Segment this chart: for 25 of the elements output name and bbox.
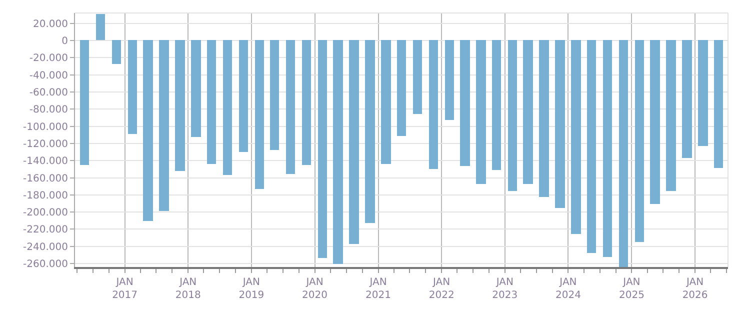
y-tick-label: -40.000 bbox=[29, 70, 68, 82]
x-tick-label: JAN 2022 bbox=[428, 277, 454, 301]
y-tick-label: -100.000 bbox=[23, 122, 68, 133]
y-tick-label: -160.000 bbox=[23, 173, 68, 184]
x-tick-label: JAN 2025 bbox=[618, 277, 644, 301]
x-tick-label: JAN 2021 bbox=[366, 277, 391, 301]
y-tick-label: -200.000 bbox=[23, 208, 68, 219]
y-tick-label: -140.000 bbox=[23, 156, 68, 168]
y-tick-label: -20.000 bbox=[29, 53, 68, 64]
y-tick-label: -260.000 bbox=[23, 259, 68, 270]
x-tick-label: JAN 2023 bbox=[492, 277, 518, 301]
y-tick-label: -220.000 bbox=[23, 224, 68, 236]
x-tick-label: JAN 2018 bbox=[175, 277, 201, 301]
y-tick-label: 0 bbox=[62, 36, 68, 47]
y-tick-label: 20.000 bbox=[33, 18, 68, 30]
y-tick-label: -120.000 bbox=[23, 138, 68, 150]
y-tick-label: -240.000 bbox=[23, 242, 68, 253]
y-tick-label: -180.000 bbox=[23, 190, 68, 202]
y-tick-label: -60.000 bbox=[29, 87, 68, 98]
x-tick-label: JAN 2026 bbox=[682, 277, 708, 301]
x-tick-label: JAN 2017 bbox=[112, 277, 138, 301]
y-tick-label: -80.000 bbox=[29, 104, 68, 116]
x-tick-label: JAN 2019 bbox=[238, 277, 264, 301]
x-tick-label: JAN 2020 bbox=[302, 277, 328, 301]
x-tick-label: JAN 2024 bbox=[555, 277, 581, 301]
